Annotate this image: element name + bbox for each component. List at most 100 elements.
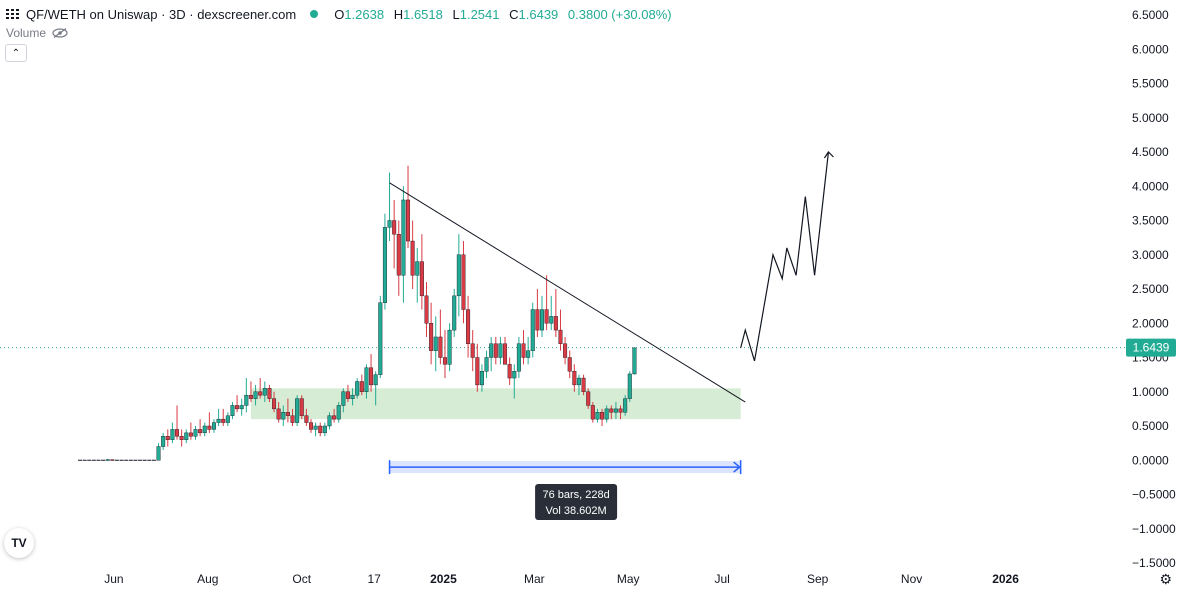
range-tooltip-bars: 76 bars, 228d [542,489,609,501]
candle-body [378,302,383,375]
candle-body [193,429,198,437]
candle-body [609,408,614,413]
candle-body [507,364,512,379]
candle-body [493,343,498,358]
candle-body [304,415,309,423]
candle-body [295,398,300,423]
y-tick-label: 3.5000 [1132,214,1169,228]
x-tick-label: Aug [197,572,218,586]
x-tick-label: Jul [715,572,730,586]
candle-body [364,367,369,392]
y-tick-label: −1.0000 [1132,522,1176,536]
candle-body [623,398,628,413]
x-tick-label: May [617,572,640,586]
candle-body [327,415,332,427]
candle-body [248,394,253,399]
candle-body [309,422,314,430]
low-value: 1.2541 [459,6,500,22]
candle-body [627,373,632,399]
candle-body [512,371,517,379]
ohlc-values: O1.2638 H1.6518 L1.2541 C1.6439 0.3800 (… [328,7,671,22]
menu-icon[interactable] [6,8,20,20]
tradingview-logo[interactable]: TV [4,528,34,558]
price-axis: 6.5000 6.0000 5.5000 5.0000 4.5000 4.0000 3.50… [1132,8,1176,570]
y-tick-label: 2.5000 [1132,282,1169,296]
candle-body [156,446,161,461]
candle-body [179,436,184,440]
candle-body [503,343,508,365]
range-tooltip-volume: Vol 38.602M [546,505,607,517]
y-tick-label: −0.5000 [1132,488,1176,502]
candle-body [188,432,193,437]
candle-body [355,381,360,396]
candle-body [244,394,249,406]
x-tick-label: Jun [104,572,123,586]
candle-body [442,357,447,365]
candle-body [466,309,471,344]
high-value: 1.6518 [403,6,443,22]
candle-body [216,418,221,423]
candle-body [415,261,420,276]
candle-body [581,377,586,392]
candle-body [359,381,364,392]
candle-body [202,425,207,434]
volume-indicator[interactable]: Volume [6,26,68,40]
candle-body [535,309,540,331]
candle-body [595,412,600,420]
collapse-button[interactable]: ⌃ [5,44,27,62]
candle-body [567,357,572,372]
y-tick-label: 6.5000 [1132,8,1169,22]
candle-body [299,398,304,416]
candle-body [392,220,397,235]
candle-body [553,316,558,331]
candle-body [322,425,327,434]
candle-body [225,415,230,423]
candle-body [530,309,535,351]
tradingview-logo-text: TV [11,536,27,550]
candle-body [447,329,452,365]
y-tick-label: −1.5000 [1132,556,1176,570]
candle-body [429,323,434,351]
y-tick-label: 6.0000 [1132,42,1169,56]
candle-body [489,343,494,358]
candle-body [230,405,235,416]
symbol-title[interactable]: QF/WETH on Uniswap · 3D · dexscreener.co… [26,6,297,22]
candle-body [479,371,484,386]
candle-body [332,415,337,420]
open-label: O [334,6,345,22]
y-tick-label: 3.0000 [1132,248,1169,262]
candle-body [221,418,226,423]
y-tick-label: 5.5000 [1132,77,1169,91]
candle-body [281,412,286,420]
candle-body [272,398,277,410]
candle-body [313,425,318,430]
hidden-eye-icon[interactable] [52,28,68,38]
candle-body [290,415,295,423]
candle-body [184,432,189,440]
candle-body [211,422,216,430]
candle-body [253,391,258,399]
candle-body [590,405,595,420]
high-label: H [393,6,404,22]
candle-body [396,233,401,276]
y-tick-label: 1.0000 [1132,385,1169,399]
y-tick-label: 4.0000 [1132,179,1169,193]
candle-body [549,316,554,324]
candle-body [235,405,240,410]
candle-body [604,408,609,420]
candle-body [456,254,461,297]
candle-body [276,408,281,420]
candle-body [576,377,581,386]
candle-body [563,343,568,358]
candle-body [382,227,387,303]
candle-body [262,388,267,396]
y-tick-label: 2.0000 [1132,316,1169,330]
candle-body [387,220,392,228]
support-zone [250,388,741,420]
candle-body [373,374,378,386]
last-price-tag-label: 1.6439 [1133,341,1170,355]
close-value: 1.6439 [518,6,559,22]
gear-icon[interactable]: ⚙ [1159,571,1172,587]
candle-body [558,329,563,345]
